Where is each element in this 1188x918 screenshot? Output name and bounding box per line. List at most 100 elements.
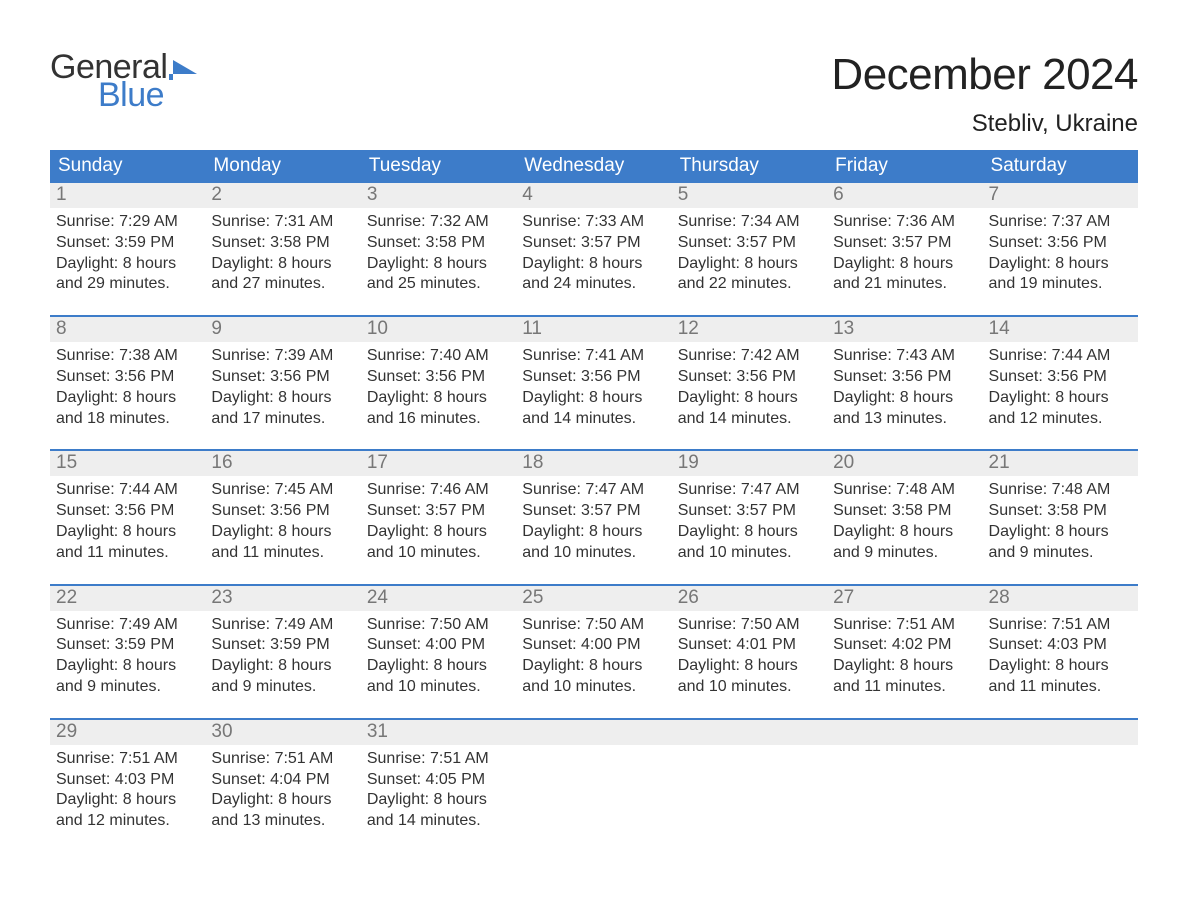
daylight-line-2: and 10 minutes. — [367, 677, 510, 698]
header-row: General Blue December 2024 Stebliv, Ukra… — [50, 50, 1138, 138]
daylight-line-1: Daylight: 8 hours — [56, 254, 199, 275]
daylight-line-1: Daylight: 8 hours — [211, 656, 354, 677]
sunset-line: Sunset: 3:56 PM — [367, 367, 510, 388]
daylight-line-1: Daylight: 8 hours — [522, 254, 665, 275]
daylight-line-2: and 25 minutes. — [367, 274, 510, 295]
daylight-line-1: Daylight: 8 hours — [367, 522, 510, 543]
sunset-line: Sunset: 3:56 PM — [833, 367, 976, 388]
sunset-line: Sunset: 4:02 PM — [833, 635, 976, 656]
day-number: 7 — [989, 184, 1000, 205]
day-number-row: 22 — [50, 586, 205, 611]
sunrise-line: Sunrise: 7:42 AM — [678, 346, 821, 367]
day-number: 22 — [56, 587, 77, 608]
daylight-line-1: Daylight: 8 hours — [56, 388, 199, 409]
daylight-line-2: and 12 minutes. — [56, 811, 199, 832]
calendar-cell: 13Sunrise: 7:43 AMSunset: 3:56 PMDayligh… — [827, 317, 982, 435]
daylight-line-2: and 11 minutes. — [56, 543, 199, 564]
sunrise-line: Sunrise: 7:33 AM — [522, 212, 665, 233]
day-number: 19 — [678, 452, 699, 473]
day-number: 17 — [367, 452, 388, 473]
weekday-sunday: Sunday — [50, 150, 205, 183]
calendar-cell: 23Sunrise: 7:49 AMSunset: 3:59 PMDayligh… — [205, 586, 360, 704]
sunrise-line: Sunrise: 7:50 AM — [522, 615, 665, 636]
sunrise-line: Sunrise: 7:37 AM — [989, 212, 1132, 233]
day-number-row: 18 — [516, 451, 671, 476]
day-number: 6 — [833, 184, 844, 205]
cell-body: Sunrise: 7:51 AMSunset: 4:03 PMDaylight:… — [56, 749, 199, 838]
day-number-row: 31 — [361, 720, 516, 745]
cell-body: Sunrise: 7:37 AMSunset: 3:56 PMDaylight:… — [989, 212, 1132, 301]
flag-icon — [169, 60, 197, 80]
sunset-line: Sunset: 3:59 PM — [56, 233, 199, 254]
sunset-line: Sunset: 3:56 PM — [989, 367, 1132, 388]
daylight-line-1: Daylight: 8 hours — [522, 388, 665, 409]
day-number: 21 — [989, 452, 1010, 473]
sunrise-line: Sunrise: 7:51 AM — [833, 615, 976, 636]
sunrise-line: Sunrise: 7:49 AM — [211, 615, 354, 636]
daylight-line-2: and 12 minutes. — [989, 409, 1132, 430]
cell-body: Sunrise: 7:32 AMSunset: 3:58 PMDaylight:… — [367, 212, 510, 301]
calendar-cell: 20 Sunrise: 7:48 AMSunset: 3:58 PMDayligh… — [827, 451, 982, 569]
sunset-line: Sunset: 4:01 PM — [678, 635, 821, 656]
sunrise-line: Sunrise: 7:47 AM — [522, 480, 665, 501]
daylight-line-2: and 11 minutes. — [211, 543, 354, 564]
day-number-row: 17 — [361, 451, 516, 476]
day-number-row: 0 — [672, 720, 827, 745]
day-number-row: 26 — [672, 586, 827, 611]
sunrise-line: Sunrise: 7:50 AM — [678, 615, 821, 636]
day-number: 4 — [522, 184, 533, 205]
calendar-week: 15Sunrise: 7:44 AMSunset: 3:56 PMDayligh… — [50, 449, 1138, 569]
day-number-row: 7 — [983, 183, 1138, 208]
day-number-row: 16 — [205, 451, 360, 476]
calendar-cell: 14Sunrise: 7:44 AMSunset: 3:56 PMDayligh… — [983, 317, 1138, 435]
daylight-line-2: and 27 minutes. — [211, 274, 354, 295]
sunrise-line: Sunrise: 7:51 AM — [211, 749, 354, 770]
cell-body: Sunrise: 7:44 AMSunset: 3:56 PMDaylight:… — [56, 480, 199, 569]
weekday-friday: Friday — [827, 150, 982, 183]
cell-body: Sunrise: 7:51 AMSunset: 4:04 PMDaylight:… — [211, 749, 354, 838]
cell-body: Sunrise: 7:50 AMSunset: 4:00 PMDaylight:… — [522, 615, 665, 704]
calendar-cell: 19Sunrise: 7:47 AMSunset: 3:57 PMDayligh… — [672, 451, 827, 569]
sunrise-line: Sunrise: 7:43 AM — [833, 346, 976, 367]
day-number: 16 — [211, 452, 232, 473]
calendar-cell: 15Sunrise: 7:44 AMSunset: 3:56 PMDayligh… — [50, 451, 205, 569]
calendar-cell: 26Sunrise: 7:50 AMSunset: 4:01 PMDayligh… — [672, 586, 827, 704]
cell-body: Sunrise: 7:36 AMSunset: 3:57 PMDaylight:… — [833, 212, 976, 301]
daylight-line-2: and 10 minutes. — [522, 677, 665, 698]
sunset-line: Sunset: 4:03 PM — [989, 635, 1132, 656]
brand-word2: Blue — [98, 78, 197, 112]
daylight-line-2: and 10 minutes. — [367, 543, 510, 564]
calendar-cell: 1Sunrise: 7:29 AMSunset: 3:59 PMDaylight… — [50, 183, 205, 301]
calendar-cell: 6 Sunrise: 7:36 AMSunset: 3:57 PMDaylight… — [827, 183, 982, 301]
daylight-line-2: and 10 minutes. — [522, 543, 665, 564]
daylight-line-2: and 17 minutes. — [211, 409, 354, 430]
daylight-line-2: and 14 minutes. — [367, 811, 510, 832]
cell-body: Sunrise: 7:34 AMSunset: 3:57 PMDaylight:… — [678, 212, 821, 301]
daylight-line-2: and 13 minutes. — [833, 409, 976, 430]
daylight-line-1: Daylight: 8 hours — [367, 254, 510, 275]
brand-logo: General Blue — [50, 50, 197, 112]
calendar-cell: 24Sunrise: 7:50 AMSunset: 4:00 PMDayligh… — [361, 586, 516, 704]
cell-body: Sunrise: 7:48 AMSunset: 3:58 PMDaylight:… — [833, 480, 976, 569]
sunrise-line: Sunrise: 7:49 AM — [56, 615, 199, 636]
calendar-cell: 9Sunrise: 7:39 AMSunset: 3:56 PMDaylight… — [205, 317, 360, 435]
sunrise-line: Sunrise: 7:32 AM — [367, 212, 510, 233]
sunset-line: Sunset: 3:57 PM — [522, 233, 665, 254]
sunset-line: Sunset: 3:57 PM — [678, 233, 821, 254]
day-number-row: 20 — [827, 451, 982, 476]
sunset-line: Sunset: 3:56 PM — [211, 367, 354, 388]
daylight-line-1: Daylight: 8 hours — [211, 522, 354, 543]
daylight-line-2: and 16 minutes. — [367, 409, 510, 430]
calendar-cell: 5 Sunrise: 7:34 AMSunset: 3:57 PMDaylight… — [672, 183, 827, 301]
sunrise-line: Sunrise: 7:38 AM — [56, 346, 199, 367]
sunset-line: Sunset: 3:57 PM — [367, 501, 510, 522]
daylight-line-2: and 14 minutes. — [678, 409, 821, 430]
cell-body: Sunrise: 7:48 AMSunset: 3:58 PMDaylight:… — [989, 480, 1132, 569]
daylight-line-1: Daylight: 8 hours — [522, 522, 665, 543]
cell-body: Sunrise: 7:45 AMSunset: 3:56 PMDaylight:… — [211, 480, 354, 569]
day-number: 5 — [678, 184, 689, 205]
day-number-row: 12 — [672, 317, 827, 342]
day-number: 9 — [211, 318, 222, 339]
sunset-line: Sunset: 3:59 PM — [56, 635, 199, 656]
cell-body: Sunrise: 7:49 AMSunset: 3:59 PMDaylight:… — [211, 615, 354, 704]
